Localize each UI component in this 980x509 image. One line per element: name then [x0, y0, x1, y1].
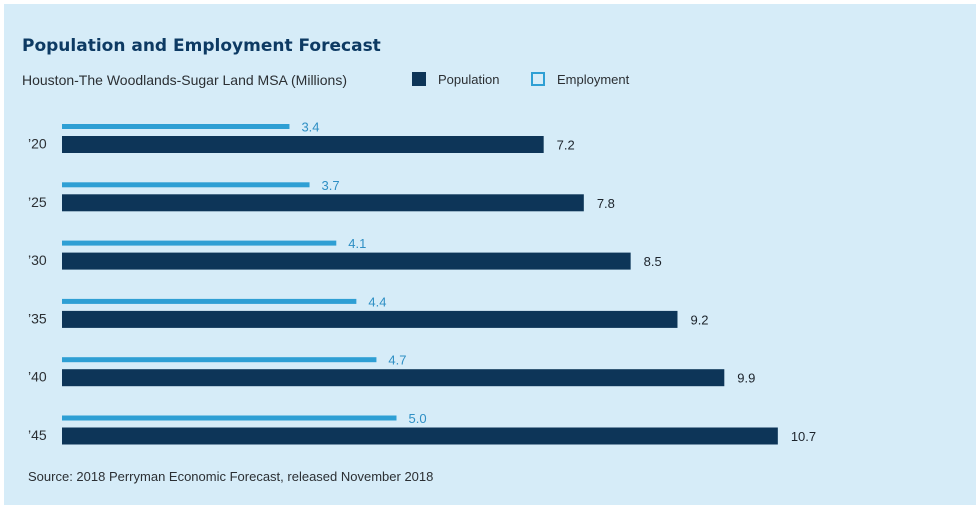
chart-subtitle: Houston-The Woodlands-Sugar Land MSA (Mi… [22, 72, 348, 88]
employment-bar [62, 357, 377, 363]
source-note: Source: 2018 Perryman Economic Forecast,… [28, 469, 434, 484]
category-label: ’35 [28, 310, 47, 326]
category-label: ’25 [28, 194, 47, 210]
population-bar [62, 194, 584, 212]
legend-swatch-employment [531, 72, 545, 86]
employment-bar [62, 415, 397, 421]
category-label: ’30 [28, 252, 47, 268]
legend-item-employment: Employment [531, 71, 629, 87]
category-label: ’45 [28, 427, 47, 443]
legend-label-population: Population [438, 71, 500, 87]
employment-value-label: 4.4 [368, 294, 386, 309]
legend-item-population: Population [412, 71, 499, 87]
population-value-label: 8.5 [644, 254, 662, 269]
population-value-label: 7.2 [557, 138, 575, 153]
population-bar [62, 427, 778, 445]
employment-bar [62, 298, 357, 304]
employment-bar [62, 182, 310, 188]
employment-value-label: 4.7 [388, 353, 406, 368]
legend-label-employment: Employment [557, 71, 630, 87]
population-value-label: 10.7 [791, 429, 816, 444]
population-value-label: 9.9 [737, 371, 755, 386]
employment-value-label: 5.0 [409, 411, 427, 426]
population-bar [62, 310, 678, 328]
employment-value-label: 3.7 [322, 178, 340, 193]
population-value-label: 9.2 [690, 312, 708, 327]
population-bar [62, 252, 631, 270]
category-label: ’20 [28, 136, 47, 152]
employment-bar [62, 124, 290, 129]
employment-value-label: 3.4 [301, 120, 319, 135]
employment-bar [62, 240, 337, 246]
category-label: ’40 [28, 369, 47, 385]
population-bar [62, 136, 544, 153]
population-bar [62, 369, 725, 387]
employment-value-label: 4.1 [348, 236, 366, 251]
chart-title: Population and Employment Forecast [22, 36, 381, 56]
population-value-label: 7.8 [597, 196, 615, 211]
legend-swatch-population [412, 72, 426, 86]
